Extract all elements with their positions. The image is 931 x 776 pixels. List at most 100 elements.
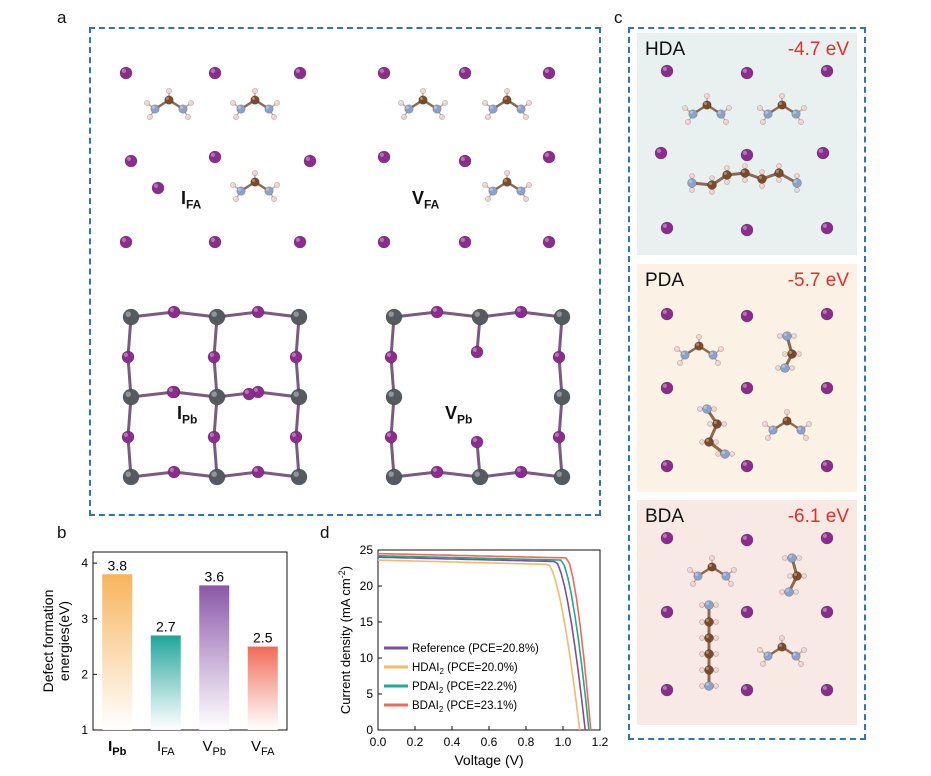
hydrogen-atom xyxy=(713,651,719,657)
atom-highlight xyxy=(421,89,423,91)
hydrogen-atom xyxy=(796,351,802,357)
atom-highlight xyxy=(761,662,763,664)
hydrogen-atom xyxy=(782,555,788,561)
atom-highlight xyxy=(792,334,794,336)
nitrogen-atom xyxy=(716,109,726,119)
bar-value-label: 3.6 xyxy=(205,568,225,584)
hydrogen-atom xyxy=(724,179,730,185)
nitrogen-atom xyxy=(264,186,274,196)
hydrogen-atom xyxy=(687,567,693,573)
atom-highlight xyxy=(742,311,747,316)
hydrogen-atom xyxy=(271,196,277,202)
atom-highlight xyxy=(794,590,796,592)
hydrogen-atom xyxy=(782,351,788,357)
iodine-atom xyxy=(207,350,221,364)
iodine-atom xyxy=(740,381,754,395)
jv-curve xyxy=(377,552,592,731)
hydrogen-atom xyxy=(677,360,683,366)
atom-highlight xyxy=(714,603,716,605)
atom-highlight xyxy=(662,533,667,538)
atom-highlight xyxy=(705,618,709,622)
hydrogen-atom xyxy=(707,421,713,427)
nitrogen-atom xyxy=(792,178,802,188)
hydrogen-atom xyxy=(779,635,785,641)
carbon-atom xyxy=(707,562,717,572)
hydrogen-atom xyxy=(709,175,715,181)
atom-highlight xyxy=(822,607,827,612)
molecule-name-hda: HDA xyxy=(645,39,686,60)
iodine-atom xyxy=(740,533,754,547)
lead-atom xyxy=(122,468,140,486)
atom-highlight xyxy=(727,106,729,108)
carbon-atom xyxy=(792,571,802,581)
x-tick-label: 1.0 xyxy=(555,735,572,749)
atom-highlight xyxy=(742,150,747,155)
iodine-atom xyxy=(542,150,556,164)
hydrogen-atom xyxy=(274,182,280,188)
atom-highlight xyxy=(714,636,716,638)
iodine-atom xyxy=(251,305,265,319)
hydrogen-atom xyxy=(794,187,800,193)
hydrogen-atom xyxy=(779,93,785,99)
hydrogen-atom xyxy=(147,114,153,120)
iodine-atom xyxy=(293,235,307,249)
carbon-atom xyxy=(777,100,787,110)
atom-highlight xyxy=(742,685,747,690)
panel-label-d: d xyxy=(320,523,330,542)
atom-highlight xyxy=(295,68,300,73)
nitrogen-atom xyxy=(178,104,188,114)
atom-highlight xyxy=(516,307,521,312)
atom-highlight xyxy=(822,685,827,690)
nitrogen-atom xyxy=(680,350,690,360)
carbon-atom xyxy=(774,168,784,178)
nitrogen-atom xyxy=(687,178,697,188)
y-tick-label: 5 xyxy=(366,687,373,701)
hydrogen-atom xyxy=(485,114,491,120)
carbon-atom xyxy=(757,174,767,184)
iodine-atom xyxy=(542,66,556,80)
defect-energy-bar-chart: 1 2 3 4 Defect formationenergies(eV) 3.8 IPb 2.… xyxy=(40,551,288,758)
panel-c-frame xyxy=(628,27,866,740)
carbon-atom xyxy=(740,168,750,178)
atom-highlight xyxy=(713,420,717,424)
carbon-atom xyxy=(704,649,714,659)
hydrogen-atom xyxy=(271,114,277,120)
bar-value-label: 2.5 xyxy=(253,630,273,646)
atom-highlight xyxy=(556,311,562,318)
hydrogen-atom xyxy=(793,589,799,595)
atom-highlight xyxy=(764,652,768,656)
atom-highlight xyxy=(125,471,131,478)
atom-highlight xyxy=(732,568,734,570)
atom-highlight xyxy=(691,582,693,584)
atom-highlight xyxy=(690,188,692,190)
atom-highlight xyxy=(662,309,667,314)
iodine-atom xyxy=(820,459,834,473)
category-label: IFA xyxy=(157,738,175,758)
iodine-atom xyxy=(293,66,307,80)
atom-highlight xyxy=(251,96,255,101)
hydrogen-atom xyxy=(233,114,239,120)
atom-highlight xyxy=(556,471,562,478)
nitrogen-atom xyxy=(488,104,498,114)
atom-highlight xyxy=(822,309,827,314)
iodine-atom xyxy=(740,683,754,697)
nitrogen-atom xyxy=(780,363,790,373)
atom-highlight xyxy=(379,68,384,73)
hydrogen-atom xyxy=(233,196,239,202)
lead-atom xyxy=(290,308,308,326)
atom-highlight xyxy=(231,183,233,185)
hydrogen-atom xyxy=(713,683,719,689)
atom-highlight xyxy=(721,450,725,454)
category-label: VFA xyxy=(251,738,275,758)
hydrogen-atom xyxy=(699,619,705,625)
carbon-atom xyxy=(250,95,260,105)
iodine-atom xyxy=(430,465,444,479)
atom-highlight xyxy=(432,307,437,312)
atom-highlight xyxy=(253,89,255,91)
nitrogen-atom xyxy=(264,104,274,114)
iodine-atom xyxy=(514,305,528,319)
atom-highlight xyxy=(293,311,299,318)
nitrogen-atom xyxy=(784,587,794,597)
atom-highlight xyxy=(722,422,724,424)
y-tick-label: 10 xyxy=(360,651,374,665)
